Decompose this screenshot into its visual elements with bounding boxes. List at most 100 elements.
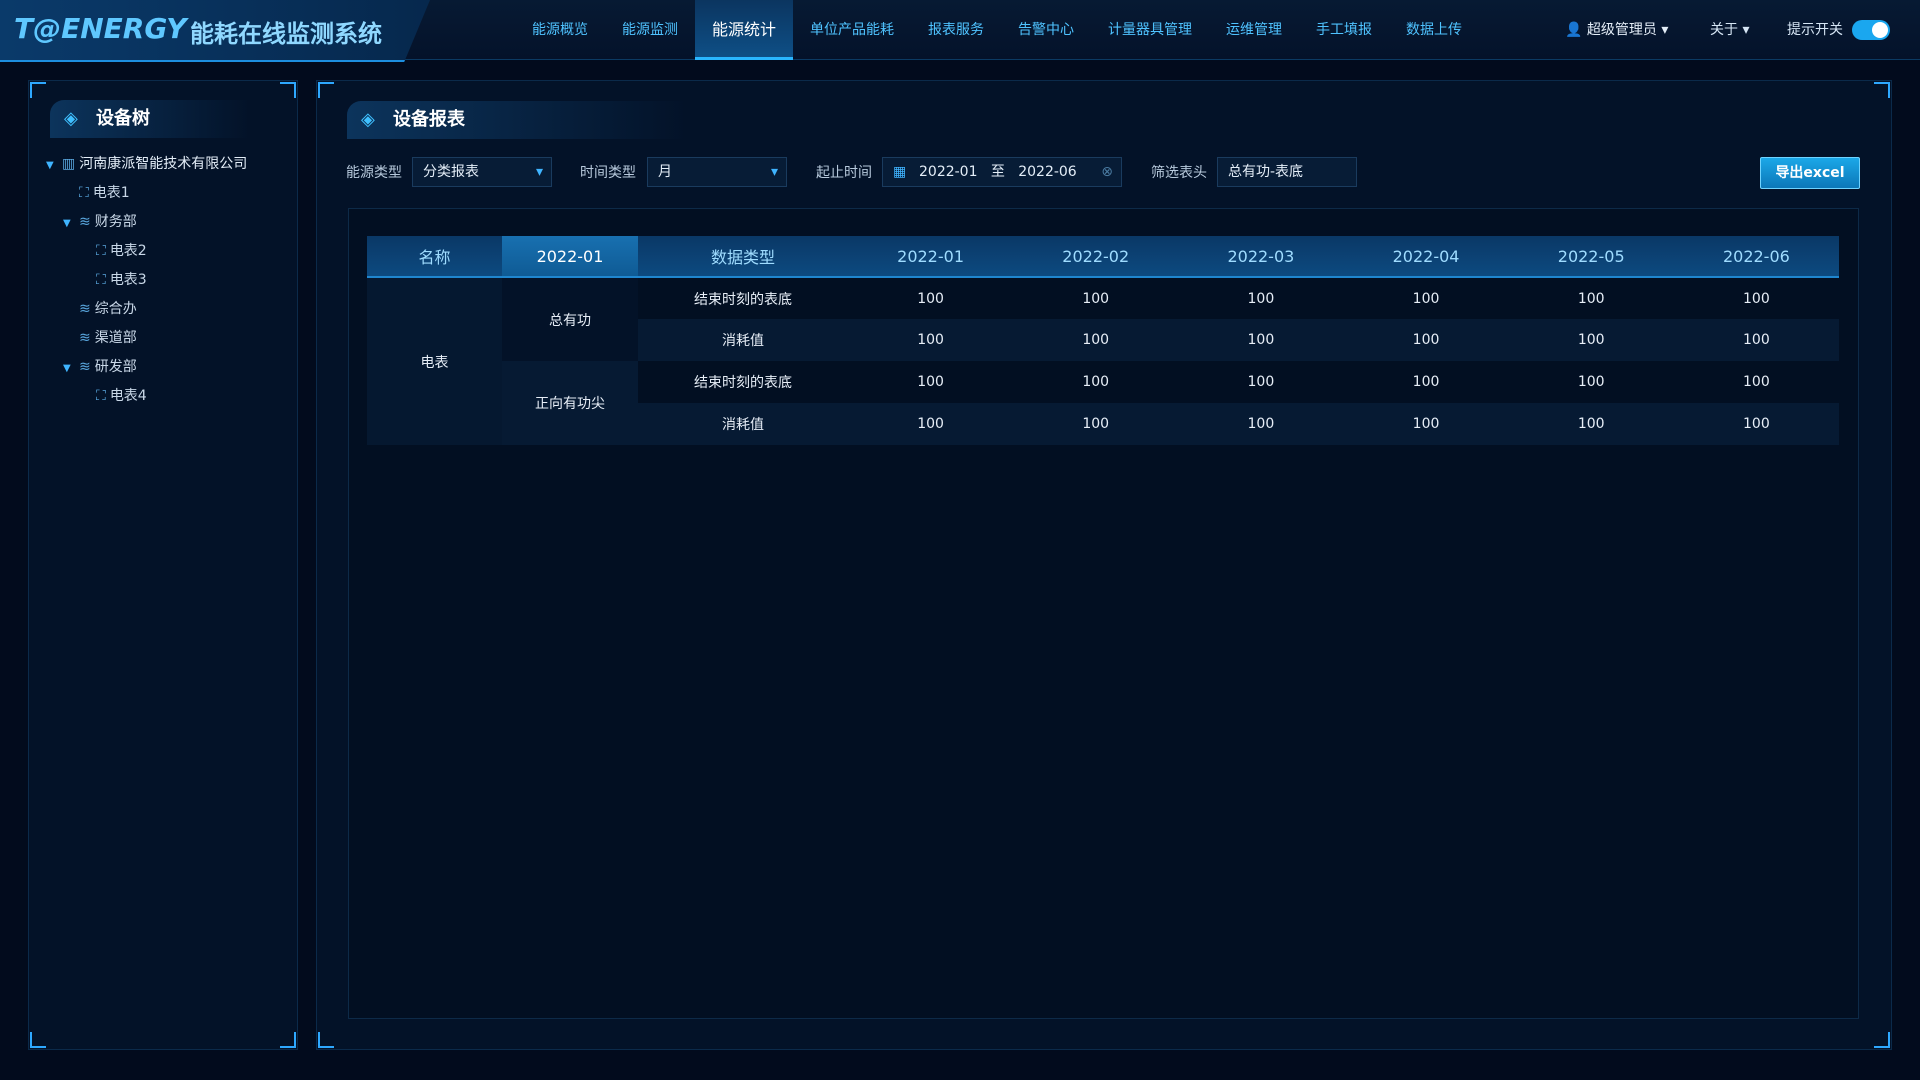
table-wrap: 名称 2022-01 数据类型 2022-01 2022-02 2022-03 2022-0…	[367, 236, 1839, 445]
export-button[interactable]: 导出excel	[1760, 157, 1860, 189]
about-menu[interactable]: 关于 ▾	[1710, 22, 1750, 38]
column-header: 名称	[367, 236, 502, 278]
start-date: 2022-01	[919, 164, 978, 180]
filter-label: 筛选表头	[1151, 165, 1207, 181]
data-row: 正向有功尖 结束时刻的表底 100 100 100 100 100 100	[367, 361, 1839, 445]
corner	[30, 82, 46, 98]
nav-item[interactable]: 能源概览	[532, 22, 588, 38]
value-cell: 100	[848, 319, 1014, 361]
tree-node[interactable]: ⛶ 电表2	[96, 243, 147, 259]
logo-box	[0, 0, 430, 62]
tree-label: 电表3	[109, 272, 147, 288]
type-cell: 消耗值	[638, 319, 848, 361]
value-cell: 100	[1508, 403, 1674, 445]
panel-title: 设备报表	[347, 101, 687, 139]
tree-node[interactable]: ▼ ▥ 河南康派智能技术有限公司	[46, 156, 248, 172]
corner	[280, 1032, 296, 1048]
tree-label: 渠道部	[94, 330, 137, 346]
select-value: 总有功-表底	[1228, 164, 1304, 180]
toggle[interactable]	[1852, 20, 1890, 40]
tree-label: 财务部	[94, 214, 137, 230]
value-cell: 100	[1013, 319, 1179, 361]
header-row: 名称 2022-01 数据类型 2022-01 2022-02 2022-03 2022-0…	[367, 236, 1839, 278]
type-cell: 结束时刻的表底	[694, 375, 792, 391]
date-range[interactable]: ▦ 2022-01 至 2022-06 ⊗	[882, 157, 1122, 187]
select[interactable]: 总有功-表底	[1217, 157, 1357, 187]
value-cell: 100	[1343, 403, 1509, 445]
select[interactable]: 分类报表 ▾	[412, 157, 552, 187]
value-cell: 100	[1178, 319, 1344, 361]
value-cell: 100	[1673, 319, 1839, 361]
value-cell: 100	[917, 290, 944, 307]
tree-node[interactable]: ▼ ≋ 研发部	[63, 359, 137, 375]
corner	[1874, 82, 1890, 98]
value-cell: 100	[1743, 290, 1770, 307]
value-cell: 100	[1082, 374, 1110, 390]
tree-node[interactable]: ≋ 综合办	[79, 301, 137, 317]
nav-item[interactable]: 单位产品能耗	[810, 22, 895, 38]
logo: T@ENERGY	[14, 12, 187, 45]
column-header: 2022-01	[848, 236, 1014, 278]
nav-item[interactable]: 能源监测	[622, 22, 678, 38]
filter-label: 起止时间	[816, 165, 872, 181]
value-cell: 100	[917, 374, 944, 390]
nav-item[interactable]: 手工填报	[1316, 22, 1373, 38]
tree-node[interactable]: ⛶ 电表1	[79, 185, 130, 201]
value-cell: 100	[1013, 403, 1179, 445]
select[interactable]: 月 ▾	[647, 157, 787, 187]
select-value: 月	[658, 164, 672, 180]
panel-title: 设备树	[50, 100, 250, 138]
value-cell: 100	[1412, 290, 1440, 307]
nav-item[interactable]: 计量器具管理	[1108, 22, 1193, 38]
nav: 能源概览 能源监测 能源统计 单位产品能耗 报表服务 告警中心 计量器具管理 运维管理 手工填报…	[515, 0, 1479, 60]
nav-item[interactable]: 运维管理	[1226, 22, 1283, 38]
value-cell: 100	[1082, 290, 1110, 307]
value-cell: 100	[1178, 403, 1344, 445]
tree-label: 电表1	[92, 185, 130, 201]
about: 关于	[1710, 22, 1738, 38]
nav-item[interactable]: 能源统计	[695, 0, 794, 60]
tree-label: 电表4	[109, 388, 147, 404]
corner	[1874, 1032, 1890, 1048]
tree-node[interactable]: ⛶ 电表4	[96, 388, 147, 404]
tree-node[interactable]: ▼ ≋ 财务部	[63, 214, 137, 230]
filter-label: 能源类型	[346, 165, 402, 181]
value-cell: 100	[1247, 374, 1275, 390]
type-cell: 结束时刻的表底	[694, 291, 792, 308]
column-header: 2022-01	[502, 236, 638, 278]
value-cell: 100	[1673, 403, 1839, 445]
tree-node[interactable]: ⛶ 电表3	[96, 272, 147, 288]
user-menu[interactable]: 👤 超级管理员 ▾	[1565, 22, 1669, 38]
value-cell: 100	[1343, 319, 1509, 361]
report-table: 名称 2022-01 数据类型 2022-01 2022-02 2022-03 2022-0…	[367, 236, 1839, 445]
nav-item[interactable]: 报表服务	[928, 22, 985, 38]
nav-item[interactable]: 数据上传	[1406, 22, 1463, 38]
column-header: 2022-02	[1013, 236, 1179, 278]
data-row: 电表 总有功 结束时刻的表底 100 100 100 100 100 100	[367, 277, 1839, 445]
separator: 至	[990, 164, 1005, 180]
corner	[318, 1032, 334, 1048]
name-cell: 电表	[367, 277, 502, 445]
type-cell: 消耗值	[638, 403, 848, 445]
group-cell: 正向有功尖	[502, 361, 638, 445]
select-value: 分类报表	[423, 164, 479, 180]
group-cell: 总有功	[502, 277, 638, 361]
tree-panel	[28, 80, 298, 1050]
tree-label: 综合办	[94, 301, 137, 317]
value-cell: 100	[1743, 374, 1770, 390]
corner	[280, 82, 296, 98]
value-cell: 100	[848, 403, 1014, 445]
data-row: 消耗值 100 100 100 100 100 100	[367, 319, 1839, 361]
column-header: 数据类型	[638, 236, 848, 278]
column-header: 2022-03	[1178, 236, 1344, 278]
column-header: 2022-04	[1343, 236, 1509, 278]
value-cell: 100	[1508, 319, 1674, 361]
column-header: 2022-05	[1508, 236, 1674, 278]
value-cell: 100	[1577, 374, 1605, 390]
device-tree: ▼ ▥ 河南康派智能技术有限公司 ⛶ 电表1 ▼ ≋ 财务部 ⛶ 电表2 ⛶ 电表3 ≋ 综合办 ≋ 渠道部 ▼…	[46, 150, 247, 411]
nav-item[interactable]: 告警中心	[1018, 22, 1075, 38]
corner	[318, 82, 334, 98]
tree-node[interactable]: ≋ 渠道部	[79, 330, 137, 346]
value-cell: 100	[1247, 290, 1275, 307]
